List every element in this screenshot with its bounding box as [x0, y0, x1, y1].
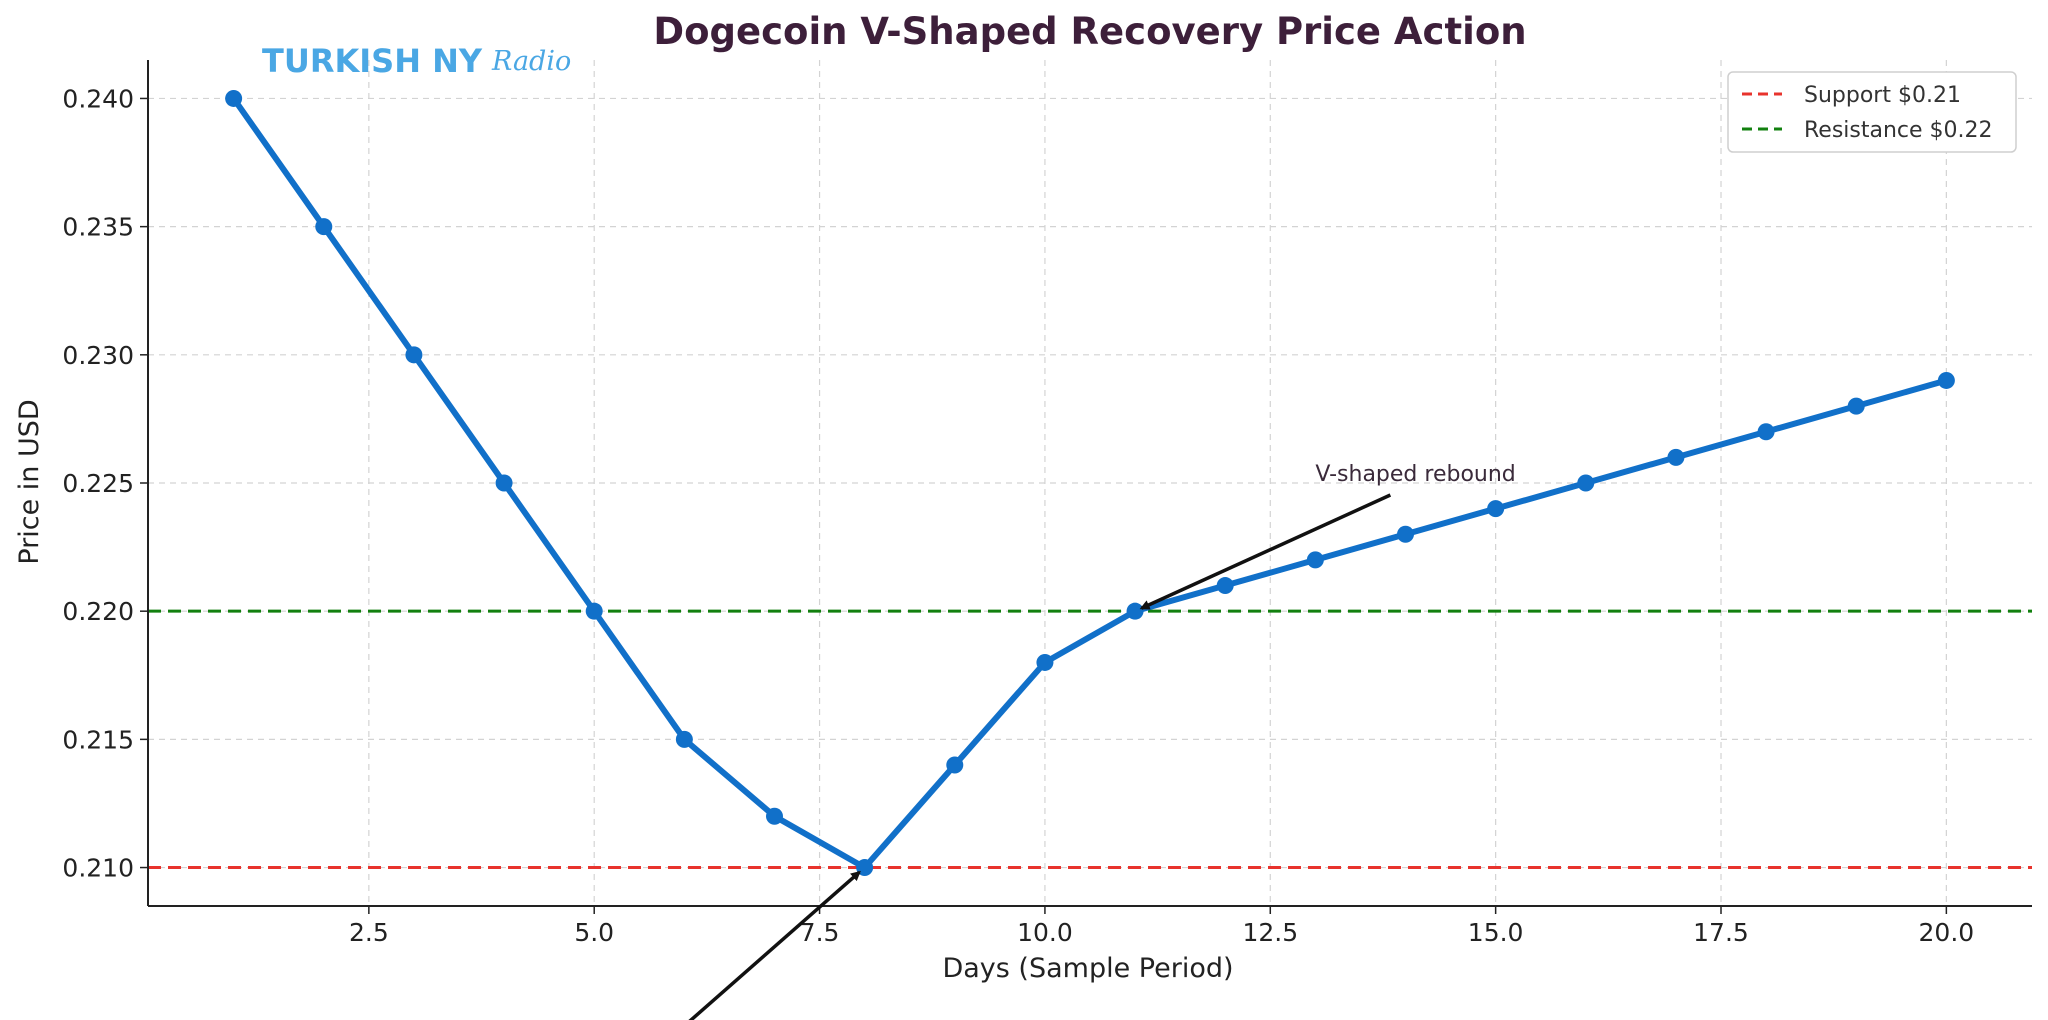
data-point: [1126, 602, 1144, 620]
data-point: [225, 89, 243, 107]
axes: 2.5 5.0 7.5 10.0 12.5 15.0 17.5 20.0 0.210 0.215 0…: [62, 60, 2032, 947]
series-line: [230, 95, 1950, 871]
data-point: [1847, 397, 1865, 415]
data-point: [495, 474, 513, 492]
legend-box: [1727, 71, 2017, 153]
data-point: [1216, 577, 1234, 595]
data-point: [1306, 551, 1324, 569]
reference-lines: [148, 609, 2032, 870]
x-tick-label: 2.5: [349, 918, 389, 947]
data-point: [675, 730, 693, 748]
x-tick-label: 12.5: [1242, 918, 1298, 947]
y-tick-label: 0.210: [62, 854, 134, 883]
y-tick-label: 0.230: [62, 341, 134, 370]
legend-label-resistance: Resistance $0.22: [1804, 118, 1993, 143]
y-tick-label: 0.235: [62, 213, 134, 242]
data-point: [1757, 423, 1775, 441]
y-tick-label: 0.220: [62, 597, 134, 626]
data-point: [1397, 525, 1415, 543]
data-point: [765, 807, 783, 825]
x-tick-label: 20.0: [1919, 918, 1975, 947]
data-point: [1036, 653, 1054, 671]
data-point: [1487, 500, 1505, 518]
x-tick-label: 5.0: [574, 918, 614, 947]
logo-script: Radio: [491, 46, 571, 77]
legend: Support $0.21 Resistance $0.22: [1727, 71, 2017, 153]
data-point: [946, 756, 964, 774]
y-tick-label: 0.225: [62, 469, 134, 498]
x-tick-label: 7.5: [800, 918, 840, 947]
x-tick-label: 15.0: [1468, 918, 1524, 947]
data-point: [315, 218, 333, 236]
x-axis-label: Days (Sample Period): [942, 953, 1233, 984]
chart-title: Dogecoin V-Shaped Recovery Price Action: [653, 10, 1526, 53]
data-point: [405, 346, 423, 364]
data-point: [585, 602, 603, 620]
y-axis-label: Price in USD: [14, 399, 45, 564]
data-point: [1577, 474, 1595, 492]
annotations: Whale accumulation zoneV-shaped rebound: [688, 462, 1516, 1020]
annotation-arrow: [1139, 493, 1392, 610]
annotation-label: V-shaped rebound: [1315, 462, 1515, 487]
x-tick-label: 10.0: [1017, 918, 1073, 947]
x-tick-label: 17.5: [1693, 918, 1749, 947]
y-tick-label: 0.215: [62, 725, 134, 754]
legend-label-support: Support $0.21: [1804, 83, 1961, 108]
data-point: [1937, 371, 1955, 389]
logo: TURKISH NY Radio: [262, 42, 571, 80]
logo-main: TURKISH NY: [262, 42, 483, 80]
data-point: [1667, 448, 1685, 466]
y-tick-label: 0.240: [62, 84, 134, 113]
annotation-arrow: [688, 870, 861, 1020]
grid: [148, 60, 2032, 906]
series: [225, 89, 1955, 877]
